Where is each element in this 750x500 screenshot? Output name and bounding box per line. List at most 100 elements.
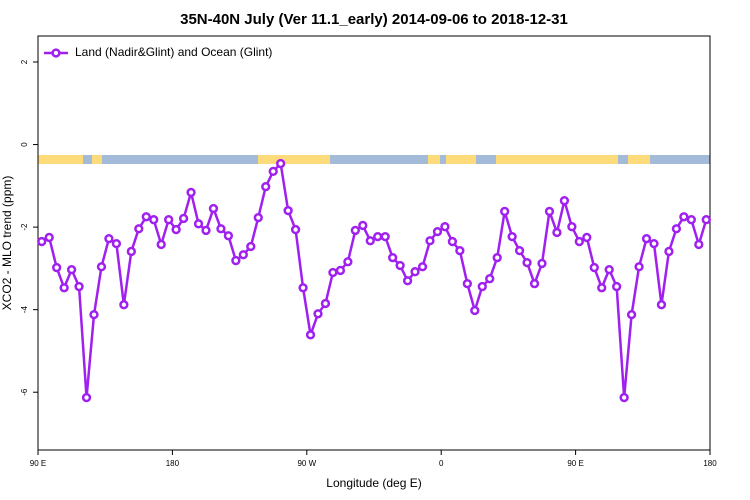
series-line: [41, 160, 708, 398]
data-point: [164, 215, 174, 225]
data-point: [604, 264, 614, 275]
data-point: [126, 246, 136, 257]
data-point: [104, 234, 114, 244]
data-point: [410, 267, 420, 277]
data-point: [500, 206, 510, 217]
data-point: [664, 246, 674, 257]
data-point: [134, 224, 144, 234]
data-point: [246, 241, 256, 252]
data-point: [290, 224, 301, 235]
data-point: [597, 283, 607, 293]
data-point: [328, 267, 338, 278]
data-point: [231, 255, 241, 266]
data-point: [178, 213, 189, 224]
data-point: [52, 262, 62, 273]
data-point: [141, 212, 151, 222]
data-point: [276, 158, 286, 169]
data-point: [679, 212, 689, 222]
data-point: [694, 239, 704, 250]
data-point: [582, 232, 592, 243]
data-point: [455, 245, 465, 256]
data-point: [343, 257, 353, 267]
data-point: [440, 222, 450, 232]
data-point: [216, 224, 226, 234]
data-point: [671, 224, 682, 234]
data-point: [574, 236, 584, 247]
y-tick-label: 0: [20, 142, 29, 147]
land-segment: [92, 155, 102, 164]
x-tick-label: 0: [439, 459, 444, 468]
y-tick-label: -4: [20, 306, 29, 314]
data-point: [298, 283, 308, 293]
data-point: [193, 219, 204, 229]
legend-label: Land (Nadir&Glint) and Ocean (Glint): [75, 45, 272, 59]
land-segment: [496, 155, 618, 164]
data-point: [223, 231, 234, 241]
x-tick-label: 90 W: [297, 459, 316, 468]
data-point: [111, 238, 122, 249]
data-point: [149, 215, 159, 225]
data-point: [514, 245, 525, 256]
data-point: [81, 392, 92, 403]
data-point: [388, 253, 398, 263]
data-point: [96, 262, 107, 272]
land-segment: [628, 155, 650, 164]
data-point: [350, 225, 360, 236]
data-point: [492, 253, 502, 263]
x-tick-label: 90 E: [30, 459, 46, 468]
data-point: [447, 236, 458, 247]
data-point: [335, 265, 346, 276]
data-point: [701, 215, 711, 225]
data-point: [544, 206, 555, 217]
data-point: [156, 239, 166, 250]
x-tick-label: 90 E: [567, 459, 583, 468]
data-point: [425, 236, 435, 246]
data-point: [365, 236, 375, 246]
data-point: [402, 276, 413, 286]
data-point: [477, 281, 487, 292]
data-point: [395, 260, 405, 271]
y-tick-label: 2: [20, 59, 29, 64]
x-tick-label: 180: [166, 459, 180, 468]
data-point: [261, 182, 271, 192]
data-point: [283, 205, 293, 216]
data-point: [380, 231, 390, 242]
data-point: [253, 212, 263, 223]
data-point: [37, 236, 47, 247]
data-point: [626, 309, 637, 320]
data-point: [119, 300, 129, 310]
data-point: [201, 225, 211, 236]
data-point: [619, 392, 629, 403]
data-point: [358, 220, 368, 231]
data-point: [612, 281, 622, 292]
data-point: [44, 232, 54, 243]
land-segment: [258, 155, 330, 164]
land-ocean-strip: [38, 155, 710, 164]
data-point: [559, 196, 570, 206]
data-point: [305, 330, 316, 340]
land-segment: [38, 155, 83, 164]
land-segment: [446, 155, 476, 164]
data-point: [470, 305, 480, 316]
data-point: [432, 226, 443, 237]
data-point: [537, 258, 547, 269]
y-tick-label: -2: [20, 223, 29, 231]
data-point: [529, 279, 540, 289]
data-point: [238, 250, 248, 260]
data-point: [171, 224, 181, 235]
x-tick-label: 180: [703, 459, 717, 468]
data-point: [656, 300, 667, 310]
land-segment: [428, 155, 440, 164]
data-point: [74, 281, 84, 292]
data-point: [89, 309, 99, 320]
data-point: [320, 298, 331, 309]
data-point: [313, 309, 323, 319]
data-point: [641, 234, 652, 244]
data-point: [66, 264, 77, 275]
data-point: [649, 238, 659, 249]
y-axis-label: XCO2 - MLO trend (ppm): [0, 176, 14, 311]
ocean-strip: [38, 155, 710, 164]
data-point: [686, 215, 696, 225]
y-tick-label: -6: [20, 388, 29, 396]
